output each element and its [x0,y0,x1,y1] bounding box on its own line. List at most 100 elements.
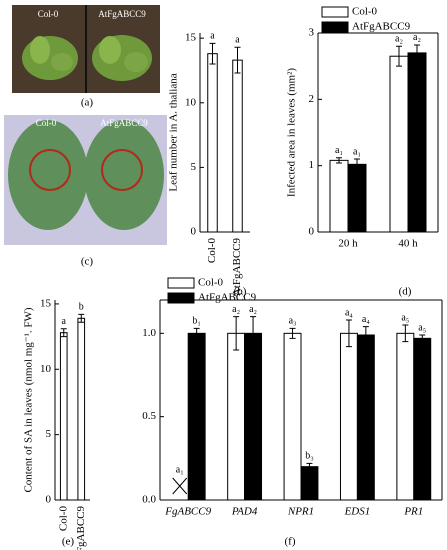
significance-letter: b [79,302,84,313]
error-bar [354,158,360,171]
x-tick-label: PAD4 [231,506,258,518]
legend-label: AtFgABCC9 [198,292,257,304]
significance-letter: b₁ [192,316,201,327]
significance-letter: a₄ [362,314,370,325]
legend-swatch [167,277,195,289]
photo-label: AtFgABCC9 [98,9,146,19]
bar [244,332,263,501]
bar [329,159,349,233]
y-tick-label: 1.0 [142,327,156,339]
significance-letter: a₂ [232,304,240,315]
y-tick-label: 0 [46,494,52,506]
significance-letter: a₁ [335,145,343,156]
x-tick-label: AtFgABCC9 [231,238,243,297]
bar [59,332,68,501]
y-tick-label: 15 [185,32,197,44]
panel-caption: (c) [81,256,94,268]
panel-caption: (b) [234,286,247,298]
error-bar [193,327,200,339]
error-bar [345,319,352,348]
legend-swatch [321,21,349,33]
error-bar [234,46,241,74]
significance-letter: a₃ [289,316,297,327]
bar [77,317,86,501]
bar [347,163,367,233]
error-bar [402,324,409,343]
bar [300,466,319,501]
legend-swatch [167,292,195,304]
panel-caption: (d) [399,286,412,298]
significance-letter: a₅ [418,322,426,333]
x-tick-label: NPR1 [287,506,314,518]
error-bar [233,316,240,351]
not-detected-cross [172,477,188,495]
x-tick-label: PR1 [403,506,423,518]
photo-a [12,5,160,93]
bar [187,332,206,501]
bar [389,55,409,233]
legend-label: Col-0 [198,277,224,289]
x-tick-label: FgABCC9 [164,506,211,518]
panel-caption: (f) [285,536,296,548]
y-tick-label: 0 [191,226,197,238]
bar [283,332,302,501]
x-tick-label: EDS1 [344,506,371,518]
y-tick-label: 0 [309,226,315,238]
y-tick-label: 5 [191,161,197,173]
significance-letter: a₄ [345,307,353,318]
y-tick-label: 2 [309,93,315,105]
error-bar [289,327,296,339]
significance-letter: b₃ [305,451,314,462]
panel-caption: (e) [62,536,75,548]
y-tick-label: 3 [309,27,315,39]
error-bar [414,44,420,62]
photo-label: Col-0 [38,9,59,19]
x-tick-label: Col-0 [57,506,69,532]
legend-swatch [321,6,349,18]
bar [207,53,218,233]
error-bar [250,316,257,351]
x-tick-label: 40 h [398,238,418,250]
bar [339,332,358,501]
x-tick-label: 20 h [338,238,358,250]
significance-letter: a₂ [395,34,403,45]
significance-letter: a₅ [401,312,409,323]
error-bar [60,328,67,338]
y-axis-label: Infected area in leaves (mm²) [286,68,298,197]
significance-letter: a [210,31,215,42]
y-tick-label: 10 [185,96,197,108]
x-tick-label: AtFgABCC9 [75,506,87,550]
legend-label: AtFgABCC9 [352,21,411,33]
error-bar [362,326,369,344]
significance-letter: a₁ [353,146,361,157]
error-bar [306,462,313,471]
error-bar [419,334,426,343]
bar [227,332,246,501]
significance-letter: a [235,35,240,46]
legend-label: Col-0 [352,6,378,18]
bar [396,332,415,501]
photo-label: AtFgABCC9 [100,118,148,128]
y-axis-label: Content of SA in leaves (nmol mg⁻¹. FW) [23,307,35,492]
significance-letter: a₂ [249,304,257,315]
error-bar [209,42,216,65]
y-axis-label: Leaf number in A. thaliana [168,73,180,191]
y-tick-label: 5 [46,428,52,440]
y-tick-label: 0.0 [142,494,156,506]
bar [413,337,432,501]
significance-letter: a₂ [413,32,421,43]
photo-label: Col-0 [36,118,57,128]
x-tick-label: Col-0 [206,238,218,264]
bar [407,52,427,233]
bar [232,59,243,233]
y-tick-label: 1 [309,159,315,171]
bar [356,334,375,501]
panel-caption: (a) [81,97,94,109]
error-bar [396,45,402,67]
y-tick-label: 10 [40,363,52,375]
photo-c [4,115,167,245]
significance-letter: a [62,316,67,327]
error-bar [78,313,85,323]
error-bar [336,157,342,164]
